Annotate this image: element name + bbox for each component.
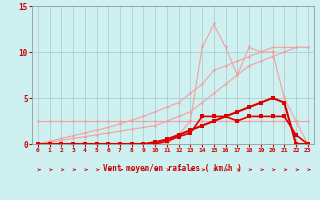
X-axis label: Vent moyen/en rafales ( km/h ): Vent moyen/en rafales ( km/h ) bbox=[103, 164, 242, 173]
